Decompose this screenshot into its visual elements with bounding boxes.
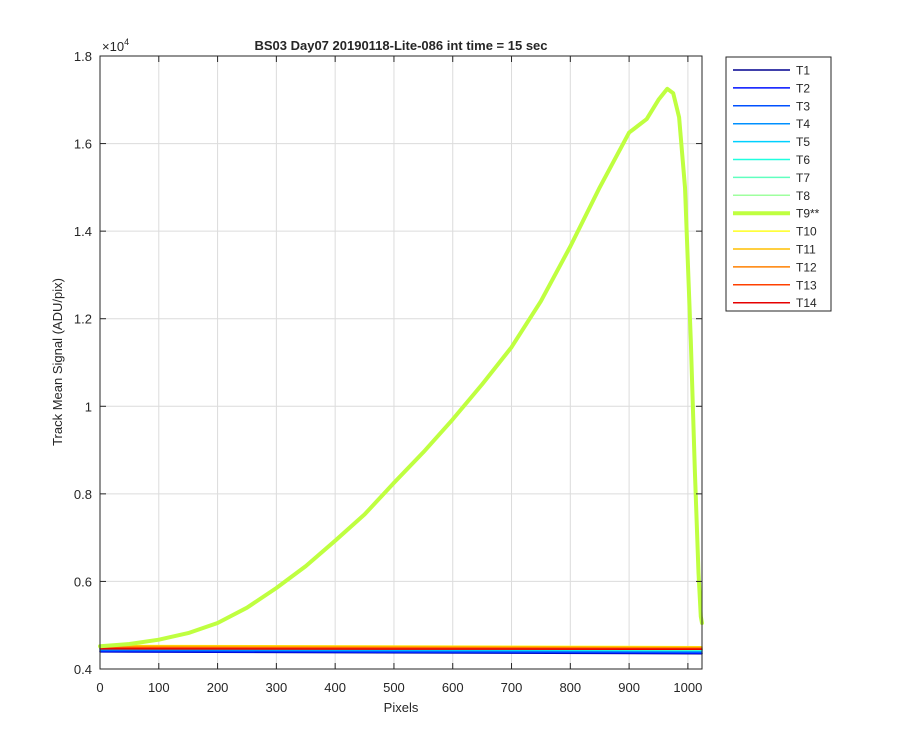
legend-entries: T1 T2 T3 T4 T5 T6 T7 T8 T9** T10 T11 T12 T13 T14 <box>733 64 820 310</box>
series-line-t4 <box>99 648 703 653</box>
legend-entry: T5 <box>733 135 810 149</box>
legend-label: T7 <box>796 171 810 185</box>
legend-entry: T7 <box>733 171 810 185</box>
legend-entry: T8 <box>733 189 810 203</box>
plot-area <box>100 56 702 669</box>
y-tick-label: 1.2 <box>74 312 92 327</box>
ticks <box>99 55 702 670</box>
legend-label: T5 <box>796 135 810 149</box>
y-tick-label: 0.8 <box>74 487 92 502</box>
x-tick-label: 500 <box>383 680 405 695</box>
x-tick-label: 400 <box>324 680 346 695</box>
series-line-t2 <box>99 650 703 654</box>
y-tick-label: 0.4 <box>74 662 92 677</box>
x-tick-label: 600 <box>442 680 464 695</box>
series-line-t3 <box>99 649 703 654</box>
x-tick-label: 200 <box>207 680 229 695</box>
series-layer <box>98 86 704 655</box>
y-exponent-label: ×104 <box>102 37 129 54</box>
legend-box <box>725 56 832 312</box>
series-line-t12 <box>99 646 703 649</box>
legend-entry: T10 <box>733 225 817 239</box>
legend-label: T14 <box>796 296 817 310</box>
legend-label: T1 <box>796 64 810 78</box>
legend-label: T9** <box>796 207 820 221</box>
legend: T1 T2 T3 T4 T5 T6 T7 T8 T9** T10 T11 T12 T13 T14 <box>725 56 832 312</box>
x-tick-label: 900 <box>618 680 640 695</box>
legend-label: T8 <box>796 189 810 203</box>
x-axis-label: Pixels <box>384 700 419 715</box>
tick-labels: 0 100 200 300 400 500 600 700 800 900 1000 0.4 0.6 0.… <box>74 49 702 695</box>
legend-label: T11 <box>796 243 816 257</box>
legend-entry: T3 <box>733 99 810 113</box>
y-tick-label: 0.6 <box>74 574 92 589</box>
chart-title: BS03 Day07 20190118-Lite-086 int time = … <box>254 38 547 53</box>
legend-entry: T1 <box>733 64 810 78</box>
series-line-t11 <box>99 645 703 648</box>
legend-entry: T4 <box>733 117 810 131</box>
series-line-t9 <box>98 86 704 649</box>
x-tick-label: 800 <box>559 680 581 695</box>
legend-entry: T14 <box>733 296 817 310</box>
legend-label: T13 <box>796 278 817 292</box>
plot-box <box>99 55 703 670</box>
legend-label: T12 <box>796 260 817 274</box>
y-exponent-base: ×10 <box>102 39 124 54</box>
legend-label: T2 <box>796 81 810 95</box>
x-tick-label: 100 <box>148 680 170 695</box>
x-tick-label: 300 <box>266 680 288 695</box>
legend-label: T6 <box>796 153 810 167</box>
legend-entry: T6 <box>733 153 810 167</box>
legend-entry: T2 <box>733 81 810 95</box>
legend-label: T10 <box>796 225 817 239</box>
legend-label: T3 <box>796 99 810 113</box>
x-tick-label: 1000 <box>673 680 702 695</box>
legend-entry: T11 <box>733 243 816 257</box>
y-tick-label: 1.6 <box>74 137 92 152</box>
legend-entry: T13 <box>733 278 817 292</box>
y-tick-label: 1.8 <box>74 49 92 64</box>
legend-entry: T12 <box>733 260 817 274</box>
y-tick-label: 1 <box>85 399 92 414</box>
x-tick-label: 700 <box>501 680 523 695</box>
legend-label: T4 <box>796 117 810 131</box>
y-tick-label: 1.4 <box>74 224 92 239</box>
legend-entry: T9** <box>733 207 820 221</box>
x-tick-label: 0 <box>96 680 103 695</box>
y-axis-label: Track Mean Signal (ADU/pix) <box>50 278 65 446</box>
y-exponent-power: 4 <box>124 37 129 47</box>
